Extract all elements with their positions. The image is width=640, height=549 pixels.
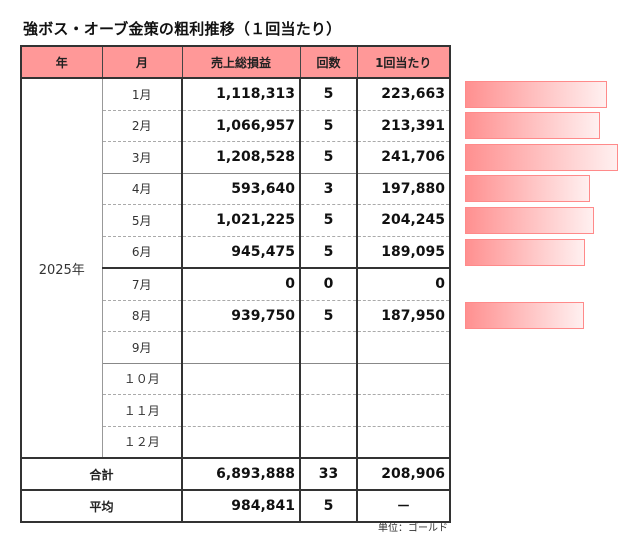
table-row: １１月 bbox=[21, 394, 450, 427]
per-run-cell bbox=[357, 363, 450, 395]
table-row: １０月 bbox=[21, 363, 450, 395]
sales-cell bbox=[182, 394, 301, 427]
data-bar bbox=[465, 175, 590, 203]
count-cell: 5 bbox=[300, 236, 358, 269]
header-count: 回数 bbox=[299, 45, 358, 79]
average-label: 平均 bbox=[21, 490, 183, 523]
header-year: 年 bbox=[20, 45, 103, 79]
per-run-cell bbox=[357, 394, 450, 427]
table-row: 5月 1,021,225 5 204,245 bbox=[21, 204, 450, 237]
sales-cell: 1,066,957 bbox=[182, 110, 301, 142]
count-cell: 5 bbox=[300, 110, 358, 142]
data-bar bbox=[465, 238, 585, 266]
unit-note: 単位：ゴールド bbox=[378, 523, 448, 534]
count-cell bbox=[300, 331, 358, 364]
table-row: １２月 bbox=[21, 426, 450, 459]
month-cell: 2月 bbox=[102, 110, 183, 142]
total-row: 合計 6,893,888 33 208,906 bbox=[21, 458, 450, 491]
per-run-cell bbox=[357, 331, 450, 364]
average-sales: 984,841 bbox=[182, 490, 301, 523]
sales-cell: 0 bbox=[182, 268, 301, 301]
total-per-run: 208,906 bbox=[357, 458, 450, 491]
per-run-cell: 0 bbox=[357, 268, 450, 301]
count-cell bbox=[300, 426, 358, 459]
month-cell: １２月 bbox=[102, 426, 183, 459]
month-cell: 8月 bbox=[102, 300, 183, 332]
count-cell: 5 bbox=[300, 300, 358, 332]
per-run-cell: 187,950 bbox=[357, 300, 450, 332]
count-cell: 5 bbox=[300, 78, 358, 111]
table-header-row: 年 月 売上総損益 回数 1回当たり bbox=[20, 45, 451, 79]
month-cell: 9月 bbox=[102, 331, 183, 364]
table-row: 2025年 1月 1,118,313 5 223,663 bbox=[21, 78, 450, 459]
header-month: 月 bbox=[101, 45, 183, 79]
average-per-run: － bbox=[357, 490, 450, 523]
count-cell: 5 bbox=[300, 141, 358, 174]
sales-cell bbox=[182, 426, 301, 459]
page-title: 強ボス・オーブ金策の粗利推移（１回当たり） bbox=[23, 20, 342, 38]
data-bar bbox=[465, 80, 607, 108]
count-cell bbox=[300, 363, 358, 395]
count-cell: 0 bbox=[300, 268, 358, 301]
month-cell: １０月 bbox=[102, 363, 183, 395]
count-cell bbox=[300, 394, 358, 427]
per-run-cell: 223,663 bbox=[357, 78, 450, 111]
data-bar bbox=[465, 112, 600, 140]
table-row: 6月 945,475 5 189,095 bbox=[21, 236, 450, 269]
table-row: 2月 1,066,957 5 213,391 bbox=[21, 110, 450, 142]
table-row: 9月 bbox=[21, 331, 450, 364]
sales-cell: 1,021,225 bbox=[182, 204, 301, 237]
profit-table: 年 月 売上総損益 回数 1回当たり 2025年 1月 1,118,313 5 … bbox=[20, 45, 451, 523]
data-bar bbox=[465, 143, 618, 171]
header-sales: 売上総損益 bbox=[181, 45, 301, 79]
table-row: 3月 1,208,528 5 241,706 bbox=[21, 141, 450, 174]
average-count: 5 bbox=[300, 490, 358, 523]
month-cell: 6月 bbox=[102, 236, 183, 269]
total-count: 33 bbox=[300, 458, 358, 491]
count-cell: 3 bbox=[300, 173, 358, 205]
per-run-cell: 204,245 bbox=[357, 204, 450, 237]
sales-cell: 1,208,528 bbox=[182, 141, 301, 174]
per-run-cell: 189,095 bbox=[357, 236, 450, 269]
data-bars bbox=[465, 0, 635, 549]
table-row: 4月 593,640 3 197,880 bbox=[21, 173, 450, 205]
per-run-cell: 197,880 bbox=[357, 173, 450, 205]
per-run-cell bbox=[357, 426, 450, 459]
month-cell: 1月 bbox=[102, 78, 183, 111]
month-cell: 5月 bbox=[102, 204, 183, 237]
sales-cell: 1,118,313 bbox=[182, 78, 301, 111]
month-cell: １１月 bbox=[102, 394, 183, 427]
data-bar bbox=[465, 206, 594, 234]
month-cell: 7月 bbox=[102, 268, 183, 301]
sales-cell: 945,475 bbox=[182, 236, 301, 269]
sales-cell bbox=[182, 331, 301, 364]
table-row: 8月 939,750 5 187,950 bbox=[21, 300, 450, 332]
per-run-cell: 241,706 bbox=[357, 141, 450, 174]
header-per-run: 1回当たり bbox=[356, 45, 451, 79]
data-bar bbox=[465, 302, 584, 330]
sales-cell: 939,750 bbox=[182, 300, 301, 332]
count-cell: 5 bbox=[300, 204, 358, 237]
total-label: 合計 bbox=[21, 458, 183, 491]
month-cell: 3月 bbox=[102, 141, 183, 174]
sales-cell bbox=[182, 363, 301, 395]
per-run-cell: 213,391 bbox=[357, 110, 450, 142]
table-row: 7月 0 0 0 bbox=[21, 268, 450, 301]
total-sales: 6,893,888 bbox=[182, 458, 301, 491]
sales-cell: 593,640 bbox=[182, 173, 301, 205]
year-cell: 2025年 bbox=[21, 78, 103, 459]
average-row: 平均 984,841 5 － bbox=[21, 490, 450, 523]
month-cell: 4月 bbox=[102, 173, 183, 205]
